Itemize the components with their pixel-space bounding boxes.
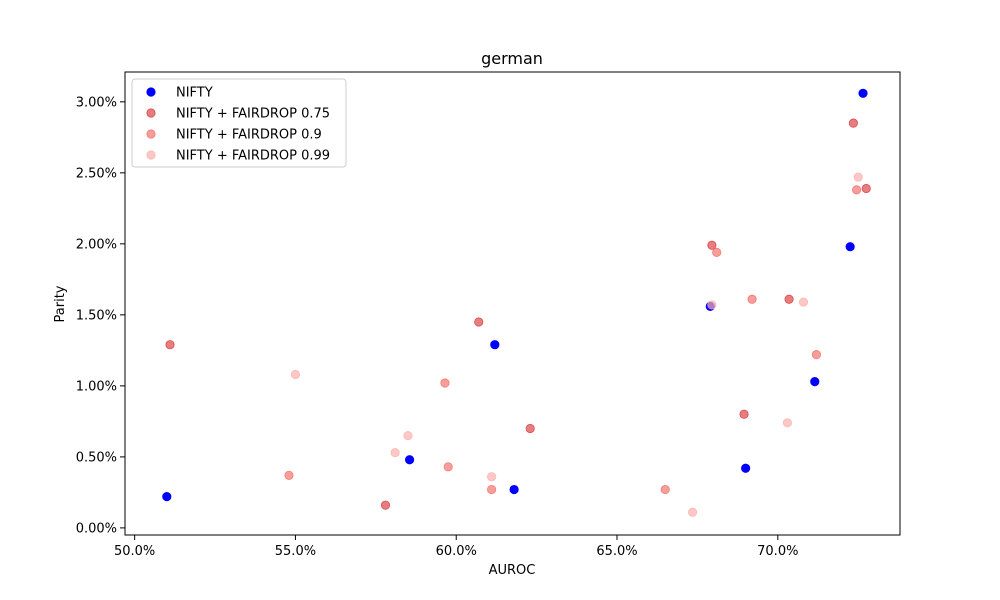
- data-point: [486, 472, 497, 482]
- data-point: [490, 340, 500, 350]
- legend-marker: [146, 87, 156, 97]
- data-point: [747, 294, 757, 304]
- data-point: [741, 463, 751, 473]
- data-point: [403, 430, 413, 441]
- legend-label: NIFTY: [176, 86, 213, 101]
- legend-marker: [146, 129, 156, 139]
- data-point: [474, 317, 484, 327]
- legend-box: [131, 78, 347, 168]
- data-point: [687, 507, 698, 517]
- x-tick-label: 50.0%: [114, 544, 155, 559]
- data-point: [525, 423, 535, 434]
- data-point: [861, 183, 871, 194]
- data-point: [443, 462, 453, 472]
- x-tick-label: 60.0%: [436, 544, 477, 559]
- y-tick-label: 2.50%: [76, 166, 117, 181]
- x-axis-label: AUROC: [489, 563, 536, 578]
- chart-title: german: [481, 49, 543, 68]
- data-points: [162, 88, 871, 517]
- y-tick-label: 0.00%: [76, 521, 117, 536]
- legend-label: NIFTY + FAIRDROP 0.99: [176, 149, 330, 164]
- x-tick-label: 65.0%: [596, 544, 637, 559]
- x-tick-label: 70.0%: [757, 544, 798, 559]
- data-point: [440, 378, 450, 388]
- data-point: [853, 172, 863, 182]
- data-point: [165, 340, 175, 350]
- x-tick-label: 55.0%: [275, 544, 316, 559]
- y-tick-label: 2.00%: [76, 237, 117, 252]
- legend-label: NIFTY + FAIRDROP 0.9: [176, 128, 322, 143]
- plot-frame: [124, 71, 901, 536]
- data-point: [284, 470, 294, 480]
- data-point: [739, 409, 749, 419]
- y-tick-label: 3.00%: [76, 95, 117, 110]
- y-axis: 0.00% 0.50% 1.00% 1.50% 2.00% 2.50% 3.00%: [76, 95, 125, 536]
- data-point: [858, 88, 868, 98]
- data-point: [162, 492, 172, 502]
- data-point: [810, 377, 820, 387]
- data-point: [712, 247, 722, 257]
- y-tick-label: 1.50%: [76, 308, 117, 323]
- legend-label: NIFTY + FAIRDROP 0.75: [176, 107, 330, 122]
- data-point: [707, 240, 717, 250]
- data-point: [707, 300, 717, 310]
- x-axis: 50.0% 55.0% 60.0% 65.0% 70.0%: [114, 535, 798, 559]
- legend-marker: [146, 150, 156, 160]
- data-point: [509, 484, 519, 495]
- data-point: [404, 455, 415, 465]
- y-axis-label: Parity: [53, 285, 68, 322]
- data-point: [848, 118, 858, 128]
- data-point: [486, 484, 497, 495]
- data-point: [784, 294, 794, 304]
- data-point: [811, 350, 821, 360]
- data-point: [380, 500, 391, 510]
- data-point: [851, 185, 862, 195]
- y-tick-label: 0.50%: [76, 450, 117, 465]
- data-point: [782, 418, 793, 428]
- data-point: [798, 297, 809, 307]
- data-point: [660, 484, 670, 495]
- legend-marker: [146, 108, 156, 118]
- legend: NIFTY NIFTY + FAIRDROP 0.75 NIFTY + FAIRDR…: [131, 78, 347, 168]
- data-point: [845, 242, 855, 252]
- y-tick-label: 1.00%: [76, 379, 117, 394]
- data-point: [290, 369, 301, 380]
- data-point: [390, 448, 400, 458]
